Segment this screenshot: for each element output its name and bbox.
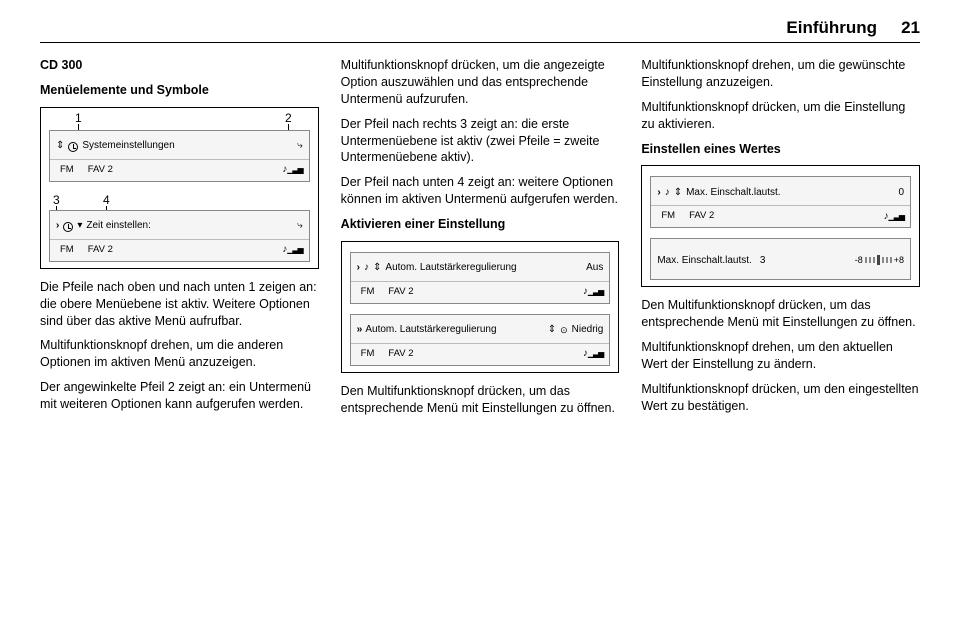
signal-icon: ▁▃▅ (889, 212, 904, 221)
page-number: 21 (901, 18, 920, 38)
submenu-arrow-icon (297, 219, 303, 233)
updown-icon (373, 261, 381, 275)
clock-icon (68, 142, 78, 152)
band-label: FM (60, 164, 74, 177)
page-header: Einführung 21 (40, 18, 920, 43)
para: Multifunktionsknopf drücken, um den eing… (641, 381, 920, 415)
para: Den Multifunktionsknopf drücken, um das … (341, 383, 620, 417)
screen-value: Niedrig (572, 323, 604, 337)
level-arrow-icon (56, 219, 59, 233)
band-label: FM (661, 210, 675, 223)
level2-arrow-icon (357, 323, 362, 337)
updown-icon (674, 186, 682, 200)
level-arrow-icon (357, 261, 360, 275)
screen-label: Max. Einschalt.lautst. (686, 186, 780, 200)
para: Der Pfeil nach rechts 3 zeigt an: die er… (341, 116, 620, 167)
screen-value: 0 (898, 186, 904, 200)
screen-maxvol-0: Max. Einschalt.lautst. 0 FM FAV 2 ▁▃▅ (650, 176, 911, 228)
screen-label: Autom. Lautstärkeregulierung (385, 261, 516, 275)
screen-zeit-einstellen: Zeit einstellen: FM FAV 2 ▁▃▅ (49, 210, 310, 262)
updown-icon (548, 323, 556, 337)
fav-label: FAV 2 (88, 244, 113, 257)
display-figure-2: Autom. Lautstärkeregulierung Aus FM FAV … (341, 241, 620, 373)
slider-min: -8 (855, 254, 863, 266)
manual-page: Einführung 21 CD 300 Menüelemente und Sy… (0, 0, 960, 642)
column-1: CD 300 Menüelemente und Symbole 1 2 Syst… (40, 57, 319, 425)
para: Multifunktionsknopf drehen, um die ander… (40, 337, 319, 371)
screen-maxvol-slider: Max. Einschalt.lautst. 3 -8 +8 (650, 238, 911, 280)
para: Die Pfeile nach oben und nach unten 1 ze… (40, 279, 319, 330)
para: Multifunktionsknopf drücken, um die Eins… (641, 99, 920, 133)
para: Multifunktionsknopf drehen, um den aktue… (641, 339, 920, 373)
screen-value: 3 (760, 254, 766, 268)
display-figure-3: Max. Einschalt.lautst. 0 FM FAV 2 ▁▃▅ Ma… (641, 165, 920, 287)
screen-value: Aus (586, 261, 603, 275)
fav-label: FAV 2 (388, 286, 413, 299)
content-columns: CD 300 Menüelemente und Symbole 1 2 Syst… (40, 57, 920, 425)
screen-autovolume-niedrig: Autom. Lautstärkeregulierung ⊙ Niedrig F… (350, 314, 611, 366)
para: Der Pfeil nach unten 4 zeigt an: weitere… (341, 174, 620, 208)
signal-icon: ▁▃▅ (588, 349, 603, 358)
screen-text: Systemeinstellungen (82, 139, 174, 153)
screen-text: Zeit einstellen: (86, 219, 150, 233)
activate-setting-heading: Aktivieren einer Einstellung (341, 216, 620, 233)
screen-syseinstellungen: Systemeinstellungen FM FAV 2 ▁▃▅ (49, 130, 310, 182)
para: Den Multifunktionsknopf drücken, um das … (641, 297, 920, 331)
set-value-heading: Einstellen eines Wertes (641, 141, 920, 158)
fav-label: FAV 2 (388, 348, 413, 361)
fav-label: FAV 2 (689, 210, 714, 223)
note-icon (665, 186, 670, 200)
band-label: FM (361, 348, 375, 361)
updown-icon (56, 139, 64, 153)
section-title: Einführung (786, 18, 877, 38)
screen-autovolume-aus: Autom. Lautstärkeregulierung Aus FM FAV … (350, 252, 611, 304)
column-3: Multifunktionsknopf drehen, um die gewün… (641, 57, 920, 425)
band-label: FM (60, 244, 74, 257)
signal-icon: ▁▃▅ (287, 165, 302, 174)
menu-elements-heading: Menüelemente und Symbole (40, 82, 319, 99)
band-label: FM (361, 286, 375, 299)
value-slider: -8 +8 (855, 254, 904, 266)
screen-label: Max. Einschalt.lautst. (657, 254, 751, 268)
cd300-heading: CD 300 (40, 57, 319, 74)
clock-icon (63, 222, 73, 232)
display-figure-1: 1 2 Systemeinstellungen FM FAV 2 ▁▃▅ (40, 107, 319, 269)
signal-icon: ▁▃▅ (588, 287, 603, 296)
signal-icon: ▁▃▅ (287, 245, 302, 254)
submenu-arrow-icon (297, 139, 303, 153)
column-2: Multifunktionsknopf drücken, um die ange… (341, 57, 620, 425)
para: Multifunktionsknopf drücken, um die ange… (341, 57, 620, 108)
slider-max: +8 (894, 254, 904, 266)
para: Der angewinkelte Pfeil 2 zeigt an: ein U… (40, 379, 319, 413)
para: Multifunktionsknopf drehen, um die gewün… (641, 57, 920, 91)
screen-label: Autom. Lautstärkeregulierung (365, 323, 496, 337)
fav-label: FAV 2 (88, 164, 113, 177)
level-arrow-icon (657, 186, 660, 200)
down-arrow-icon (77, 219, 82, 233)
note-icon (364, 261, 369, 275)
